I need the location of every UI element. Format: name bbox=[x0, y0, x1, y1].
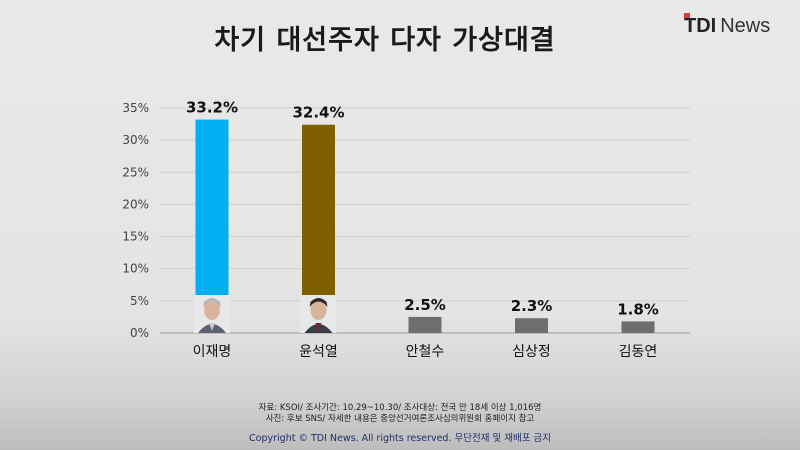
data-label: 33.2% bbox=[186, 99, 238, 117]
copyright-text: Copyright © TDI News. All rights reserve… bbox=[249, 433, 551, 444]
data-label: 2.3% bbox=[511, 297, 553, 315]
y-tick-label: 30% bbox=[122, 133, 149, 147]
bar bbox=[621, 321, 655, 333]
data-label: 1.8% bbox=[617, 300, 659, 318]
logo-mark: TDI bbox=[684, 12, 717, 37]
candidate-photo-hair bbox=[203, 298, 221, 307]
candidate-photo-tie bbox=[209, 323, 215, 331]
candidate-photo-face bbox=[204, 300, 220, 320]
y-tick-label: 5% bbox=[130, 294, 149, 308]
bar bbox=[515, 318, 548, 333]
bar bbox=[408, 316, 442, 333]
data-label: 32.4% bbox=[292, 104, 344, 122]
y-tick-label: 25% bbox=[122, 165, 149, 179]
chart-title: 차기 대선주자 다자 가상대결 bbox=[214, 25, 556, 56]
x-tick-label: 이재명 bbox=[193, 344, 232, 360]
source-note: 자료: KSOI/ 조사기간: 10.29~10.30/ 조사대상: 전국 만 … bbox=[0, 403, 800, 425]
tdi-news-logo[interactable]: TDI News bbox=[684, 12, 771, 38]
y-tick-label: 0% bbox=[130, 326, 149, 340]
y-tick-label: 35% bbox=[122, 101, 149, 115]
y-tick-label: 15% bbox=[122, 230, 149, 244]
candidate-photo-hair bbox=[309, 298, 328, 307]
y-tick-label: 20% bbox=[122, 197, 149, 211]
candidate-photo-tie bbox=[315, 323, 322, 331]
data-label: 2.5% bbox=[404, 296, 446, 314]
x-tick-label: 안철수 bbox=[406, 344, 445, 360]
x-tick-label: 김동연 bbox=[619, 344, 658, 360]
candidate-photo-face bbox=[310, 300, 327, 320]
bar-chart: 0% 5% 10% 15% 20% 25% 30% 35% 33.2% 이재명 32.4% 윤석열 2.… bbox=[122, 99, 690, 360]
x-tick-label: 윤석열 bbox=[299, 344, 338, 360]
logo-text: News bbox=[720, 14, 771, 37]
x-tick-label: 심상정 bbox=[512, 344, 551, 360]
photo-note-line: 사진: 후보 SNS/ 자세한 내용은 중앙선거여론조사심의위원회 홈페이지 참… bbox=[265, 414, 535, 424]
source-line: 자료: KSOI/ 조사기간: 10.29~10.30/ 조사대상: 전국 만 … bbox=[258, 403, 542, 413]
y-tick-label: 10% bbox=[122, 262, 149, 276]
